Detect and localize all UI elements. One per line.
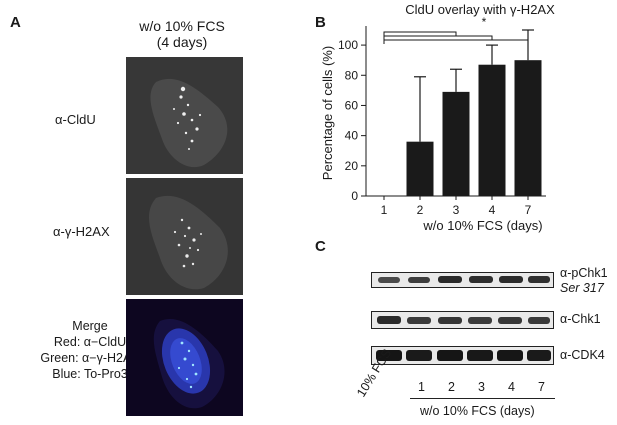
- merge-line-blue: Blue: To-Pro3: [52, 367, 128, 381]
- pchk1-sublabel: Ser 317: [560, 281, 604, 295]
- y-tick-label-40: 40: [345, 129, 359, 143]
- condition-line2: (4 days): [156, 34, 208, 50]
- lane-label-3: 3: [478, 380, 485, 394]
- blot-cdk4-bands: [376, 350, 551, 361]
- bar-3: [442, 91, 470, 196]
- bar-4: [478, 64, 506, 196]
- merge-line-red: Red: α−CldU: [53, 335, 127, 349]
- bar-7: [514, 60, 542, 196]
- lane-label-7: 7: [538, 380, 545, 394]
- cell-image-h2ax: [148, 195, 228, 290]
- panel-a-letter: A: [10, 14, 21, 31]
- panel-b-letter: B: [315, 14, 326, 31]
- chart-title: CldU overlay with γ-H2AX: [405, 2, 555, 17]
- x-axis-label: w/o 10% FCS (days): [422, 218, 542, 233]
- bar-2: [406, 141, 434, 196]
- micrograph-merge: [126, 299, 243, 416]
- y-tick-label-100: 100: [338, 38, 358, 52]
- merge-line-title: Merge: [72, 319, 108, 333]
- significance-bracket-4: [383, 35, 493, 40]
- lane-group-rule: [410, 398, 555, 399]
- cell-image-cldu: [150, 78, 228, 168]
- x-tick-label-3: 3: [453, 203, 460, 217]
- panel-c-letter: C: [315, 238, 326, 255]
- plot-area: 0 20 40 60 80 100 1 2 3 4 7: [338, 26, 546, 217]
- y-tick-label-20: 20: [345, 159, 359, 173]
- x-tick-label-4: 4: [489, 203, 496, 217]
- lane-label-4: 4: [508, 380, 515, 394]
- panel-a-condition: w/o 10% FCS (4 days): [122, 18, 242, 50]
- blot-label-cdk4: α-CDK4: [560, 348, 605, 362]
- merge-line-green: Green: α−γ-H2AX: [40, 351, 140, 365]
- pchk1-label: α-pChk1: [560, 266, 608, 280]
- y-axis-label: Percentage of cells (%): [320, 46, 335, 180]
- micrograph-cldu: [126, 57, 243, 174]
- micrograph-h2ax: [126, 178, 243, 295]
- cell-image-merge: [153, 319, 225, 409]
- blot-chk1: [371, 311, 554, 329]
- y-tick-label-80: 80: [345, 68, 359, 82]
- row-label-cldu: α-CldU: [55, 112, 96, 127]
- blot-cdk4: [371, 346, 554, 365]
- blot-pchk1-bands: [378, 276, 550, 283]
- y-tick-label-60: 60: [345, 98, 359, 112]
- blot-chk1-bands: [377, 316, 550, 324]
- lane-label-2: 2: [448, 380, 455, 394]
- x-tick-label-1: 1: [381, 203, 388, 217]
- merge-legend: Merge Red: α−CldU Green: α−γ-H2AX Blue: …: [30, 318, 150, 382]
- significance-star: *: [482, 15, 487, 29]
- bar-chart: CldU overlay with γ-H2AX Percentage of c…: [320, 2, 555, 233]
- significance-bracket-7: [383, 39, 529, 44]
- lane-label-1: 1: [418, 380, 425, 394]
- blot-pchk1: [371, 272, 554, 288]
- blot-label-pchk1: α-pChk1 Ser 317: [560, 266, 608, 296]
- lane-group-label: w/o 10% FCS (days): [420, 404, 535, 418]
- significance-bracket-3: [383, 31, 457, 36]
- x-tick-label-2: 2: [417, 203, 424, 217]
- condition-line1: w/o 10% FCS: [139, 18, 225, 34]
- blot-label-chk1: α-Chk1: [560, 312, 601, 326]
- x-tick-label-7: 7: [525, 203, 532, 217]
- row-label-h2ax: α-γ-H2AX: [53, 224, 110, 239]
- y-tick-label-0: 0: [351, 189, 358, 203]
